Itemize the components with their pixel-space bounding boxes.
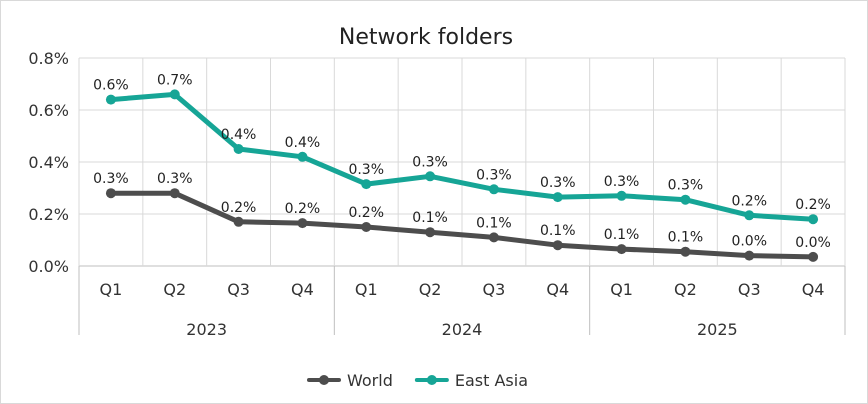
data-label: 0.3%	[540, 175, 576, 191]
y-tick-label: 0.2%	[28, 205, 69, 224]
x-tick-label: Q4	[546, 280, 569, 299]
x-tick-label: Q1	[100, 280, 123, 299]
legend-marker	[426, 375, 437, 385]
grid-layer	[78, 57, 846, 267]
data-label: 0.3%	[412, 154, 448, 170]
data-point	[233, 216, 244, 227]
y-tick-label: 0.4%	[28, 153, 69, 172]
data-label: 0.2%	[795, 197, 831, 213]
data-point	[616, 190, 627, 201]
data-point	[808, 251, 819, 262]
data-label: 0.1%	[476, 215, 512, 231]
data-point	[552, 240, 563, 251]
data-label: 0.1%	[668, 230, 704, 246]
group-label: 2025	[697, 320, 738, 339]
series-line-east-asia	[108, 91, 816, 222]
data-label: 0.0%	[795, 235, 831, 251]
series-line-world	[108, 190, 816, 260]
data-point	[425, 171, 436, 182]
x-tick-label: Q1	[610, 280, 633, 299]
data-label-layer: 0.3% 0.3% 0.2% 0.2% 0.2% 0.1% 0.1% 0.1% 0.1% 0.1%…	[93, 72, 831, 251]
y-tick-label: 0.0%	[28, 257, 69, 276]
data-label: 0.1%	[412, 210, 448, 226]
x-tick-label: Q2	[419, 280, 442, 299]
data-label: 0.2%	[221, 200, 257, 216]
data-point	[616, 244, 627, 255]
data-label: 0.3%	[93, 171, 129, 187]
legend-label: East Asia	[455, 371, 528, 390]
data-point	[169, 188, 180, 199]
data-point	[233, 144, 244, 154]
legend-label: World	[347, 371, 393, 390]
data-label: 0.3%	[476, 167, 512, 183]
legend-marker	[319, 375, 329, 385]
data-label: 0.1%	[604, 227, 640, 243]
data-label: 0.1%	[540, 223, 576, 239]
x-tick-label: Q4	[291, 280, 314, 299]
data-point	[488, 232, 499, 243]
data-point	[105, 188, 116, 199]
data-point	[744, 250, 755, 261]
data-point	[680, 246, 691, 257]
data-label: 0.3%	[604, 174, 640, 190]
data-point	[425, 227, 436, 238]
y-tick-label: 0.6%	[28, 101, 69, 120]
data-point	[361, 179, 372, 190]
x-tick-label: Q3	[483, 280, 506, 299]
group-label: 2024	[442, 320, 483, 339]
axis-layer: 0.0% 0.2% 0.4% 0.6% 0.8% Q1 Q2 Q3 Q4 Q1 Q2 Q3 Q4 Q1 Q2…	[28, 49, 846, 339]
x-tick-label: Q1	[355, 280, 378, 299]
data-label: 0.4%	[221, 127, 257, 143]
x-tick-label: Q3	[738, 280, 761, 299]
data-point	[297, 218, 308, 229]
data-label: 0.3%	[157, 171, 193, 187]
data-label: 0.2%	[348, 205, 384, 221]
data-point	[297, 151, 308, 162]
data-point	[105, 94, 116, 105]
chart-title: Network folders	[339, 25, 513, 50]
y-tick-label: 0.8%	[28, 49, 69, 68]
data-point	[808, 214, 819, 225]
data-point	[361, 222, 372, 232]
data-point	[552, 192, 563, 203]
x-tick-label: Q4	[802, 280, 825, 299]
data-point	[169, 89, 180, 100]
data-point	[488, 184, 499, 195]
data-label: 0.3%	[348, 162, 384, 178]
legend: World East Asia	[307, 371, 528, 390]
data-label: 0.6%	[93, 78, 129, 94]
series-layer	[105, 89, 819, 262]
group-label: 2023	[186, 320, 227, 339]
data-label: 0.7%	[157, 72, 193, 88]
data-label: 0.3%	[668, 178, 704, 194]
x-tick-label: Q2	[674, 280, 697, 299]
data-label: 0.2%	[731, 193, 767, 209]
x-tick-label: Q3	[227, 280, 250, 299]
data-label: 0.4%	[285, 135, 321, 151]
data-label: 0.0%	[731, 234, 767, 250]
data-label: 0.2%	[285, 201, 321, 217]
data-point	[744, 210, 755, 221]
data-point	[680, 194, 691, 205]
x-tick-label: Q2	[163, 280, 186, 299]
